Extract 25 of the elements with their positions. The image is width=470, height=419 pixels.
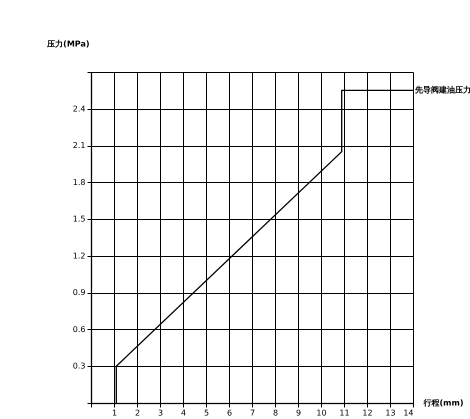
x-axis-title: 行程(mm) <box>422 398 464 408</box>
x-tick-label: 7 <box>250 408 256 418</box>
y-tick-label: 0.9 <box>72 288 86 298</box>
y-axis-title: 压力(MPa) <box>46 40 90 48</box>
x-tick-label: 1 <box>112 408 118 418</box>
x-tick-label: 5 <box>204 408 210 418</box>
x-tick-label: 11 <box>339 408 350 418</box>
y-tick-label: 1.2 <box>72 251 86 260</box>
x-tick-label: 14 <box>403 408 414 418</box>
x-tick-label: 9 <box>296 408 302 418</box>
x-tick-label: 3 <box>158 408 164 418</box>
x-tick-label: 12 <box>362 408 373 418</box>
y-tick-label: 0.3 <box>72 362 86 371</box>
x-tick-label: 10 <box>316 408 327 418</box>
y-tick-label: 1.8 <box>72 178 86 187</box>
y-tick-label: 2.4 <box>72 104 86 114</box>
x-tick-label: 8 <box>272 408 278 418</box>
y-tick-label: 1.5 <box>72 214 86 224</box>
annotation: 先导阀建油压力 <box>414 85 470 94</box>
x-tick-label: 6 <box>226 408 232 418</box>
x-tick-label: 13 <box>385 408 396 418</box>
y-tick-label: 0.6 <box>72 324 86 334</box>
x-tick-label: 2 <box>134 408 140 418</box>
y-tick-label: 2.1 <box>72 141 86 150</box>
x-tick-label: 4 <box>180 408 186 418</box>
